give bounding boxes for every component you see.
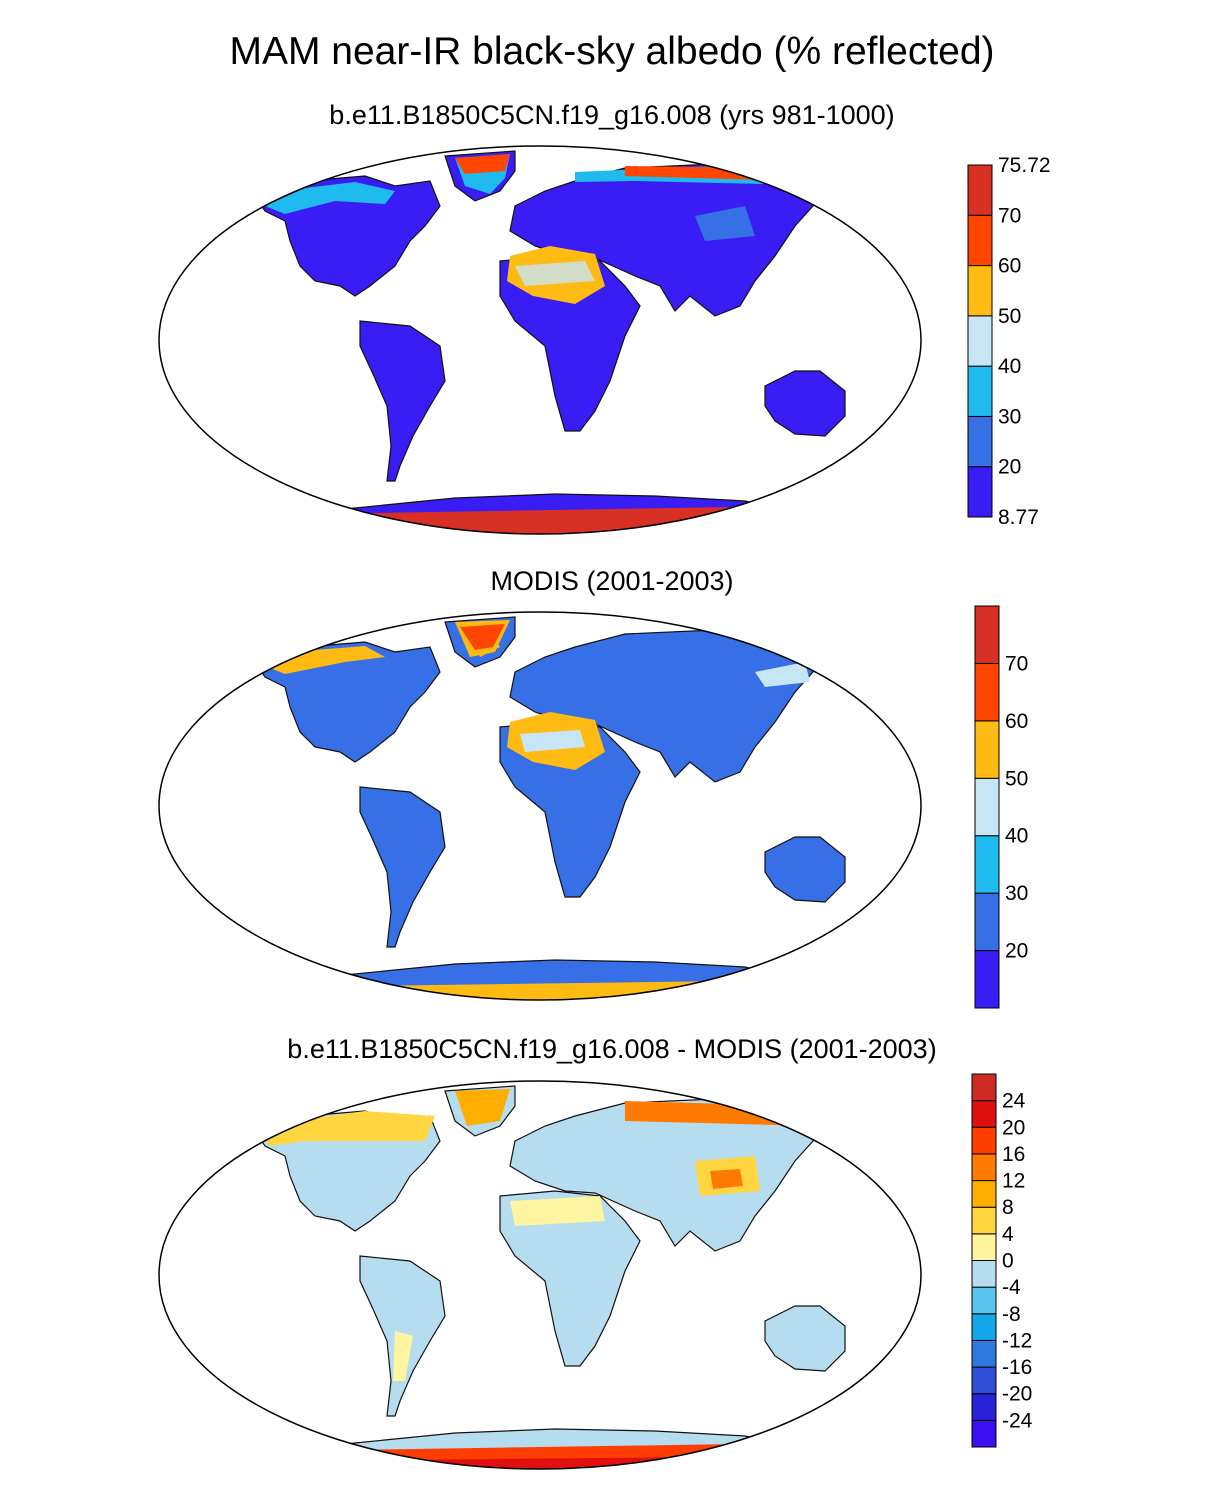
colorbar-label: 60 bbox=[1005, 710, 1028, 733]
map-frame-modis bbox=[158, 611, 922, 1001]
colorbar-label: 0 bbox=[1002, 1250, 1014, 1273]
colorbar-swatch bbox=[971, 1366, 997, 1395]
colorbar-swatch bbox=[971, 1206, 997, 1235]
colorbar-swatch bbox=[974, 950, 1000, 1009]
colorbar-swatch bbox=[971, 1286, 997, 1315]
map-panel-difference bbox=[158, 1080, 922, 1470]
map-panel-model bbox=[158, 145, 922, 535]
map-frame-model bbox=[158, 145, 922, 535]
colorbar-swatch bbox=[971, 1339, 997, 1368]
colorbar-label: 16 bbox=[1002, 1143, 1025, 1166]
colorbar-swatch bbox=[971, 1313, 997, 1341]
colorbar-swatch bbox=[967, 164, 993, 216]
colorbar-swatch bbox=[971, 1419, 997, 1448]
colorbar-swatch bbox=[967, 214, 993, 267]
colorbar-swatch bbox=[974, 605, 1000, 664]
colorbar-swatch bbox=[971, 1180, 997, 1208]
colorbar-label: 8.77 bbox=[998, 506, 1039, 529]
colorbar-model: 8.77 20 30 40 50 60 70 75.72 bbox=[967, 154, 1051, 529]
colorbar-label: 30 bbox=[998, 405, 1021, 428]
colorbar-label: -12 bbox=[1002, 1329, 1032, 1352]
colorbar-label: 20 bbox=[998, 456, 1021, 479]
panel-title-modis: MODIS (2001-2003) bbox=[490, 566, 734, 596]
colorbar-label: 4 bbox=[1002, 1223, 1014, 1246]
colorbar-diff: -24 -20 -16 -12 -8 -4 0 4 8 12 16 20 24 bbox=[971, 1073, 1033, 1448]
colorbar-swatch bbox=[971, 1153, 997, 1182]
colorbar-label: 20 bbox=[1005, 940, 1028, 963]
colorbar-swatch bbox=[967, 466, 993, 518]
colorbar-swatch bbox=[974, 662, 1000, 722]
colorbar-label: 12 bbox=[1002, 1170, 1025, 1193]
colorbar-label: 50 bbox=[998, 305, 1021, 328]
colorbar-label: 24 bbox=[1002, 1090, 1026, 1113]
colorbar-swatch bbox=[971, 1100, 997, 1128]
colorbar-label: 75.72 bbox=[998, 154, 1051, 177]
colorbar-swatch bbox=[971, 1260, 997, 1288]
colorbar-swatch bbox=[967, 315, 993, 367]
colorbar-swatch bbox=[974, 720, 1000, 779]
colorbar-swatch bbox=[971, 1393, 997, 1421]
colorbar-modis: 20 30 40 50 60 70 bbox=[974, 605, 1028, 1009]
colorbar-swatch bbox=[967, 365, 993, 417]
colorbar-label: -8 bbox=[1002, 1303, 1021, 1326]
panel-title-model: b.e11.B1850C5CN.f19_g16.008 (yrs 981-100… bbox=[329, 100, 895, 130]
colorbar-label: 70 bbox=[998, 204, 1021, 227]
colorbar-swatch bbox=[971, 1126, 997, 1155]
colorbar-label: -4 bbox=[1002, 1276, 1021, 1299]
panel-title-difference: b.e11.B1850C5CN.f19_g16.008 - MODIS (200… bbox=[287, 1034, 937, 1064]
colorbar-swatch bbox=[971, 1233, 997, 1262]
colorbar-label: 70 bbox=[1005, 652, 1028, 675]
colorbar-swatch bbox=[974, 892, 1000, 952]
colorbar-label: 8 bbox=[1002, 1196, 1014, 1219]
colorbar-label: 60 bbox=[998, 255, 1021, 278]
colorbar-swatch bbox=[974, 835, 1000, 894]
colorbar-label: -24 bbox=[1002, 1409, 1033, 1432]
colorbar-label: -16 bbox=[1002, 1356, 1032, 1379]
colorbar-label: 50 bbox=[1005, 767, 1028, 790]
figure-title: MAM near-IR black-sky albedo (% reflecte… bbox=[229, 30, 995, 73]
colorbar-swatch bbox=[967, 265, 993, 317]
colorbar-label: 20 bbox=[1002, 1116, 1025, 1139]
colorbar-label: 40 bbox=[998, 355, 1021, 378]
colorbar-swatch bbox=[971, 1073, 997, 1102]
colorbar-label: 40 bbox=[1005, 825, 1028, 848]
colorbar-swatch bbox=[974, 777, 1000, 837]
map-panel-modis bbox=[158, 611, 922, 1001]
map-frame-difference bbox=[158, 1080, 922, 1470]
colorbar-label: 30 bbox=[1005, 882, 1028, 905]
colorbar-label: -20 bbox=[1002, 1383, 1032, 1406]
colorbar-swatch bbox=[967, 415, 993, 468]
